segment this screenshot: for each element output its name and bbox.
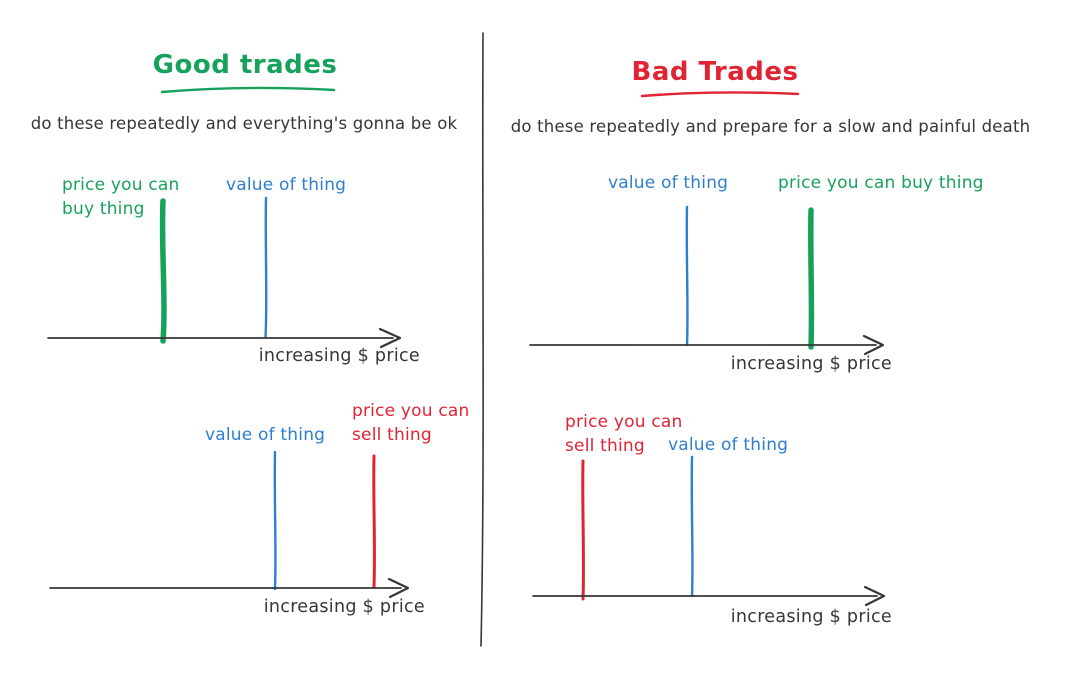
price-axis-arrowhead [378, 327, 402, 349]
value-label: value of thing [608, 173, 729, 193]
value-marker-line [690, 455, 694, 598]
axis-label: increasing $ price [263, 597, 425, 617]
good-trades-underline [160, 86, 336, 94]
value-label: value of thing [205, 425, 326, 445]
buy-price-label: price you can buy thing [778, 173, 984, 193]
sell-price-label: price you can sell thing [565, 412, 683, 457]
value-marker-line [264, 196, 268, 339]
value-marker-line [273, 450, 277, 591]
panel-divider-line [480, 32, 484, 647]
value-marker-line [685, 205, 689, 347]
buy-price-marker-line [159, 198, 167, 344]
good-trades-title: Good trades [152, 50, 338, 80]
price-axis-arrowhead [863, 585, 886, 607]
value-label: value of thing [226, 175, 347, 195]
bad-trades-subtitle: do these repeatedly and prepare for a sl… [510, 117, 1031, 136]
axis-label: increasing $ price [730, 354, 892, 374]
sell-price-marker-line [372, 454, 376, 589]
buy-price-marker-line [808, 207, 815, 350]
buy-price-label: price you can buy thing [62, 175, 180, 220]
bad-trades-title: Bad Trades [631, 57, 799, 87]
value-label: value of thing [668, 435, 789, 455]
sell-price-label: price you can sell thing [352, 401, 470, 446]
good-trades-subtitle: do these repeatedly and everything's gon… [30, 114, 458, 133]
axis-label: increasing $ price [258, 346, 420, 366]
price-axis-arrowhead [387, 577, 410, 599]
axis-label: increasing $ price [730, 607, 892, 627]
sell-price-marker-line [581, 459, 585, 601]
bad-trades-underline [640, 91, 800, 98]
price-axis-arrowhead [862, 334, 885, 356]
